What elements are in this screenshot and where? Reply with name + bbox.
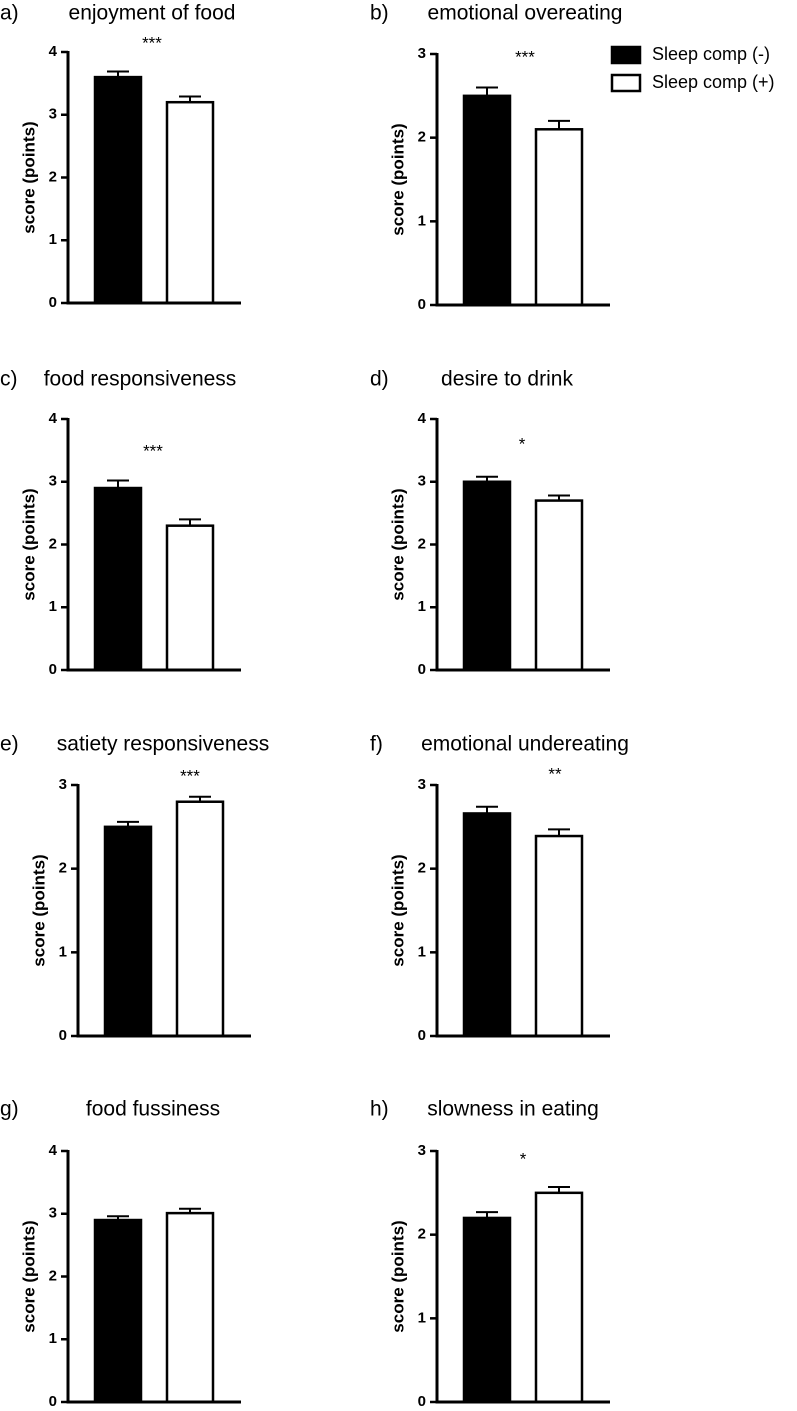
- significance: **: [548, 764, 562, 783]
- bar: [462, 94, 512, 307]
- y-axis-label: score (points): [19, 121, 38, 233]
- y-tick-label: 2: [59, 860, 67, 877]
- bar: [93, 486, 143, 672]
- y-axis-label: score (points): [388, 123, 407, 235]
- y-tick-label: 1: [418, 1309, 426, 1326]
- y-tick-label: 1: [418, 598, 426, 615]
- legend-label: Sleep comp (+): [652, 72, 775, 92]
- significance: ***: [142, 33, 162, 52]
- y-tick-label: 1: [59, 943, 67, 960]
- bar: [534, 499, 584, 672]
- legend-label: Sleep comp (-): [652, 44, 770, 64]
- panel-title: slowness in eating: [427, 1098, 599, 1121]
- y-axis-label: score (points): [388, 1220, 407, 1332]
- y-tick-label: 2: [418, 129, 426, 146]
- y-tick-label: 0: [59, 1027, 67, 1044]
- legend-swatch: [610, 45, 642, 65]
- y-tick-label: 4: [49, 410, 58, 427]
- y-tick-label: 0: [418, 1393, 426, 1410]
- bar: [165, 524, 215, 672]
- y-tick-label: 2: [418, 535, 426, 552]
- y-tick-label: 3: [418, 1142, 426, 1159]
- y-tick-label: 3: [49, 1205, 57, 1222]
- bar: [175, 800, 225, 1038]
- y-tick-label: 1: [49, 1330, 57, 1347]
- y-tick-label: 0: [49, 294, 57, 311]
- y-tick-label: 4: [418, 410, 427, 427]
- bar: [93, 75, 143, 305]
- bar: [165, 1211, 215, 1404]
- panel-title: food responsiveness: [44, 368, 237, 391]
- y-tick-label: 2: [418, 860, 426, 877]
- y-tick-label: 0: [49, 1393, 57, 1410]
- panel-label: g): [0, 1098, 19, 1121]
- y-tick-label: 2: [49, 168, 57, 185]
- y-axis-label: score (points): [19, 488, 38, 600]
- y-tick-label: 2: [418, 1226, 426, 1243]
- y-tick-label: 1: [49, 231, 57, 248]
- y-tick-label: 0: [418, 661, 426, 678]
- legend-swatch: [610, 73, 642, 93]
- y-tick-label: 1: [49, 598, 57, 615]
- panel-title: desire to drink: [441, 368, 573, 391]
- y-tick-label: 0: [418, 1027, 426, 1044]
- y-tick-label: 4: [49, 43, 58, 60]
- panel-label: d): [370, 368, 389, 391]
- y-tick-label: 1: [418, 212, 426, 229]
- y-tick-label: 3: [418, 45, 426, 62]
- panel-label: b): [370, 2, 389, 25]
- y-tick-label: 3: [418, 473, 426, 490]
- significance: ***: [143, 441, 163, 460]
- panel-title: emotional undereating: [421, 733, 629, 756]
- bar: [462, 1216, 512, 1404]
- y-tick-label: 4: [49, 1142, 58, 1159]
- y-tick-label: 3: [59, 776, 67, 793]
- bar: [534, 1191, 584, 1404]
- bar: [93, 1218, 143, 1404]
- panel-title: enjoyment of food: [69, 2, 236, 25]
- y-tick-label: 3: [49, 106, 57, 123]
- significance: *: [520, 1149, 527, 1168]
- bar: [534, 834, 584, 1038]
- bar: [462, 812, 512, 1038]
- y-tick-label: 3: [418, 776, 426, 793]
- y-axis-label: score (points): [19, 1220, 38, 1332]
- y-tick-label: 0: [49, 661, 57, 678]
- panel-label: c): [0, 368, 18, 391]
- panel-label: a): [0, 2, 19, 25]
- y-axis-label: score (points): [388, 488, 407, 600]
- y-tick-label: 0: [418, 296, 426, 313]
- panel-label: e): [0, 733, 19, 756]
- panel-title: food fussiness: [86, 1098, 220, 1121]
- significance: ***: [515, 47, 535, 66]
- y-axis-label: score (points): [29, 854, 48, 966]
- y-tick-label: 3: [49, 473, 57, 490]
- bar: [165, 100, 215, 305]
- panel-title: satiety responsiveness: [57, 733, 269, 756]
- panel-label: h): [370, 1098, 389, 1121]
- y-tick-label: 1: [418, 943, 426, 960]
- y-tick-label: 2: [49, 1267, 57, 1284]
- panel-label: f): [370, 733, 383, 756]
- panel-title: emotional overeating: [428, 2, 623, 25]
- bar: [462, 480, 512, 672]
- significance: ***: [180, 766, 200, 785]
- bar: [103, 825, 153, 1038]
- bar: [534, 128, 584, 307]
- significance: *: [519, 434, 526, 453]
- y-axis-label: score (points): [388, 854, 407, 966]
- y-tick-label: 2: [49, 535, 57, 552]
